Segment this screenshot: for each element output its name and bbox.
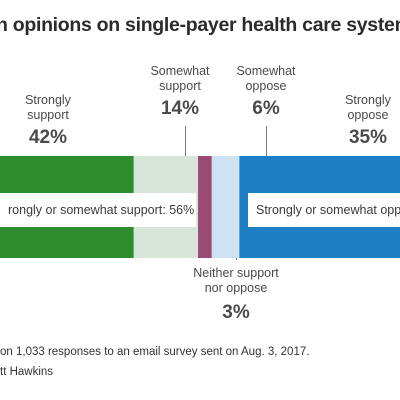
value-somewhat-oppose: 6% [252, 98, 280, 119]
value-strongly-oppose: 35% [348, 127, 388, 148]
oppose-group-label: Strongly or somewhat oppo [248, 193, 400, 227]
label-strongly-oppose: Strongly oppose [345, 93, 391, 122]
bar-somewhat-oppose [211, 156, 240, 258]
label-somewhat-support: Somewhat support [150, 64, 210, 93]
footnote-credit: tt Hawkins [0, 366, 54, 378]
tick-somewhat-oppose [266, 126, 267, 156]
tick-somewhat-support [185, 126, 186, 156]
value-somewhat-support: 14% [160, 98, 200, 119]
support-group-label: rongly or somewhat support: 56% [0, 193, 196, 227]
bar-neither [198, 156, 212, 258]
footnote-source: on 1,033 responses to an email survey se… [0, 346, 310, 358]
label-somewhat-oppose: Somewhat oppose [236, 64, 296, 93]
value-strongly-support: 42% [28, 127, 68, 148]
label-strongly-support: Strongly support [25, 93, 71, 122]
value-neither: 3% [222, 302, 250, 323]
label-neither: Neither support nor oppose [193, 266, 279, 295]
chart-title: n opinions on single-payer health care s… [0, 14, 400, 36]
